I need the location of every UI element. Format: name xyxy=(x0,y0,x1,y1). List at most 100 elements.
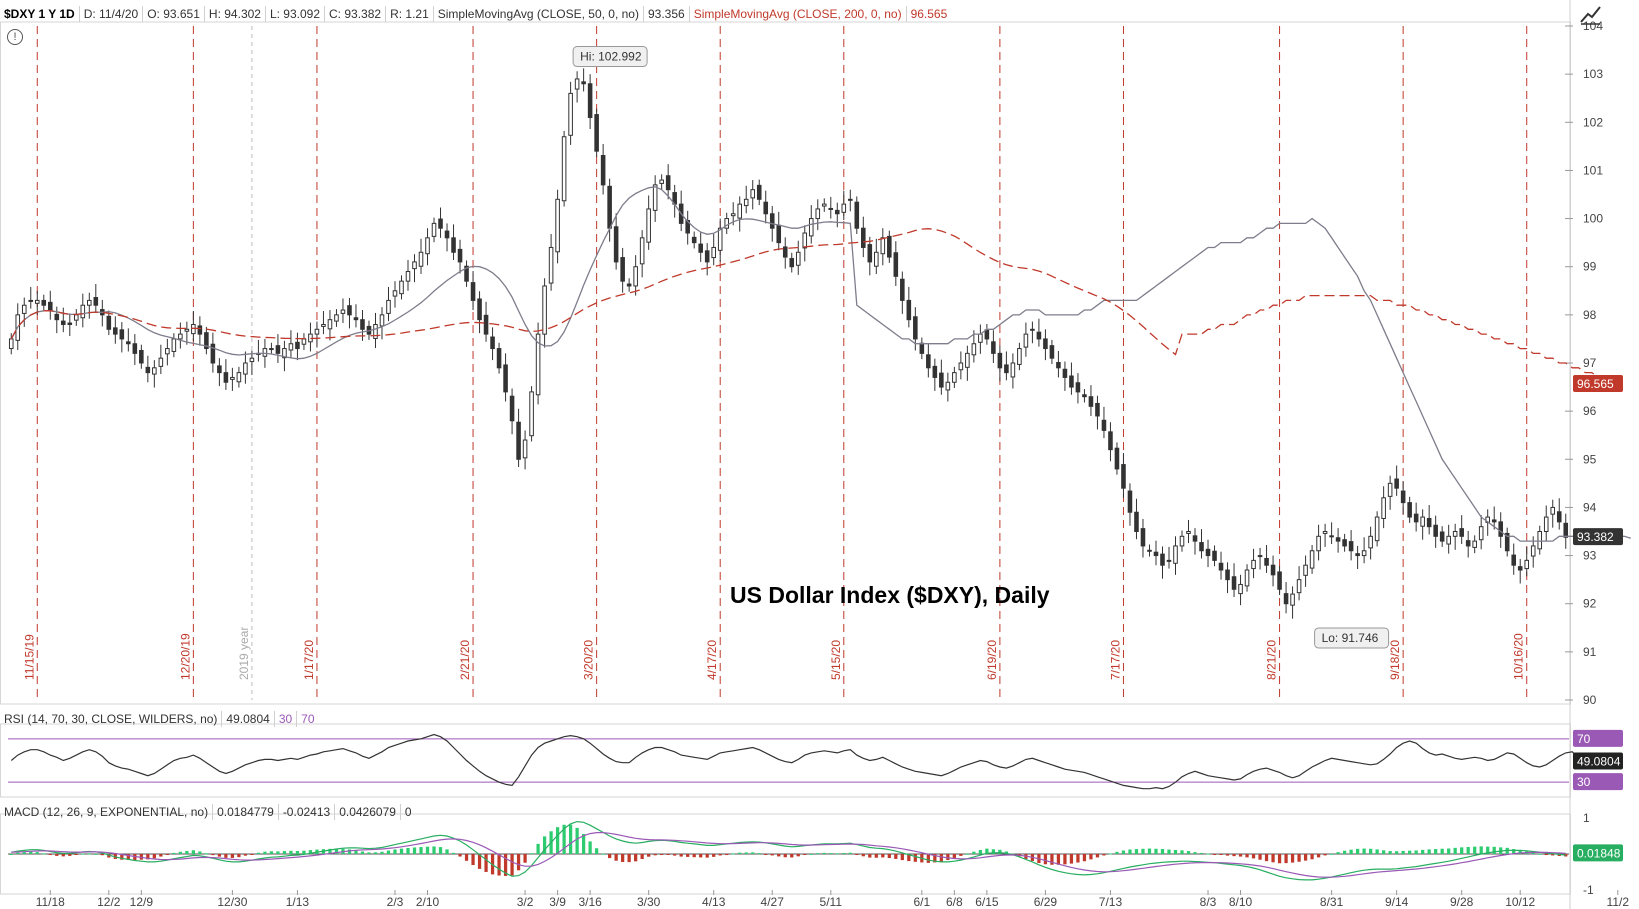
candle-body xyxy=(431,222,437,237)
candle-body xyxy=(1439,531,1445,542)
candle-body xyxy=(555,198,560,253)
macd-histogram-bar xyxy=(516,854,521,871)
macd-histogram-bar xyxy=(1382,850,1386,854)
macd-histogram-bar xyxy=(555,827,560,854)
macd-histogram-bar xyxy=(100,854,104,856)
macd-histogram-bar xyxy=(1336,852,1340,854)
macd-histogram-bar xyxy=(542,836,547,854)
candle-body xyxy=(87,299,92,306)
macd-histogram-bar xyxy=(790,854,794,858)
macd-label[interactable]: MACD (12, 26, 9, EXPONENTIAL, no) xyxy=(0,804,214,820)
macd-histogram-bar xyxy=(510,854,514,876)
candle-body xyxy=(1563,522,1569,538)
candle-body xyxy=(347,305,352,316)
macd-histogram-bar xyxy=(386,850,391,854)
rsi-last-tag-box xyxy=(1573,752,1623,770)
candle-body xyxy=(1335,537,1341,542)
candle-body xyxy=(204,332,209,350)
macd-histogram-bar xyxy=(1447,848,1451,854)
candle-body xyxy=(451,237,456,253)
macd-histogram-bar xyxy=(1128,849,1132,854)
rsi-label[interactable]: RSI (14, 70, 30, CLOSE, WILDERS, no) xyxy=(0,711,223,727)
macd-histogram-bar xyxy=(198,851,202,854)
candle-body xyxy=(1225,569,1230,581)
macd-histogram-bar xyxy=(1069,854,1074,864)
date-label: D: 11/4/20 xyxy=(80,6,144,22)
bubble-box xyxy=(1314,627,1390,649)
macd-histogram-bar xyxy=(673,854,677,856)
candle-body xyxy=(41,299,47,306)
macd-histogram-bar xyxy=(1082,854,1087,862)
candle-body xyxy=(438,218,443,229)
candle-body xyxy=(470,282,476,301)
macd-histogram-bar xyxy=(107,854,111,858)
macd-histogram-bar xyxy=(640,854,644,860)
rsi-high-level: 70 xyxy=(301,712,315,726)
candle-body xyxy=(405,271,411,282)
info-icon[interactable]: ! xyxy=(7,29,23,45)
candle-body xyxy=(542,285,547,335)
candle-body xyxy=(854,201,860,229)
macd-histogram-bar xyxy=(634,854,638,862)
candle-body xyxy=(1550,506,1556,515)
candle-body xyxy=(457,248,463,263)
lo-bubble: Lo: 91.746 xyxy=(1314,627,1390,649)
macd-histogram-bar xyxy=(1395,851,1399,854)
sma200-tag-box xyxy=(1573,374,1623,392)
expiration-label: 3/20/20 xyxy=(582,640,596,680)
macd-histogram-bar xyxy=(1388,851,1392,854)
date-tick-label: 12/30 xyxy=(217,895,247,909)
price-tick-label: 95 xyxy=(1583,452,1597,466)
macd-histogram-bar xyxy=(484,854,488,872)
candle-body xyxy=(1543,516,1549,532)
sma200-label[interactable]: SimpleMovingAvg (CLOSE, 200, 0, no) xyxy=(690,6,907,22)
macd-histogram-bar xyxy=(978,849,982,854)
symbol-label[interactable]: $DXY 1 Y 1D xyxy=(0,6,80,22)
macd-histogram-bar xyxy=(1401,850,1405,854)
drawing-tool-icon[interactable] xyxy=(1578,4,1604,26)
macd-histogram-bar xyxy=(1531,852,1535,854)
candle-body xyxy=(496,348,502,369)
low-label: L: 93.092 xyxy=(266,6,326,22)
macd-histogram-bar xyxy=(1492,846,1496,854)
macd-histogram-bar xyxy=(822,852,826,854)
candle-body xyxy=(288,343,294,351)
macd-histogram-bar xyxy=(126,854,130,860)
candle-body xyxy=(262,348,268,357)
candle-body xyxy=(1498,521,1503,537)
candle-body xyxy=(1465,540,1471,547)
macd-histogram-bar xyxy=(783,854,787,858)
date-tick-label: 6/15 xyxy=(975,895,999,909)
macd-histogram-bar xyxy=(1329,853,1334,855)
candle-body xyxy=(47,301,53,311)
candle-body xyxy=(529,391,534,437)
macd-histogram-bar xyxy=(35,852,39,854)
macd-histogram-bar xyxy=(627,854,631,863)
expiration-label: 7/17/20 xyxy=(1108,640,1122,680)
macd-histogram-bar xyxy=(738,852,742,854)
macd-histogram-bar xyxy=(406,847,410,854)
candle-body xyxy=(301,338,307,345)
sma50-label[interactable]: SimpleMovingAvg (CLOSE, 50, 0, no) xyxy=(434,6,644,22)
candle-body xyxy=(106,315,112,330)
candle-body xyxy=(1309,550,1315,569)
macd-histogram-bar xyxy=(991,849,996,854)
macd-histogram-bar xyxy=(1141,848,1145,854)
date-tick-label: 5/11 xyxy=(820,895,843,909)
candle-body xyxy=(1478,526,1484,541)
macd-histogram-bar xyxy=(471,854,475,866)
expiration-label: 12/20/19 xyxy=(178,633,192,680)
macd-last-tag-box xyxy=(1573,844,1623,862)
macd-histogram-bar xyxy=(1167,849,1171,854)
date-tick-label: 6/29 xyxy=(1034,895,1058,909)
rsi-line xyxy=(10,733,1586,790)
rsi-pane: 30 70 49.0804 xyxy=(0,723,1623,798)
candle-body xyxy=(945,381,951,391)
macd-histogram-bar xyxy=(61,854,65,857)
macd-histogram-bar xyxy=(692,854,696,858)
candle-body xyxy=(1361,550,1367,557)
macd-histogram-bar xyxy=(1440,848,1444,854)
high-label: H: 94.302 xyxy=(205,6,266,22)
candle-body xyxy=(21,304,27,314)
candle-body xyxy=(1387,482,1393,497)
